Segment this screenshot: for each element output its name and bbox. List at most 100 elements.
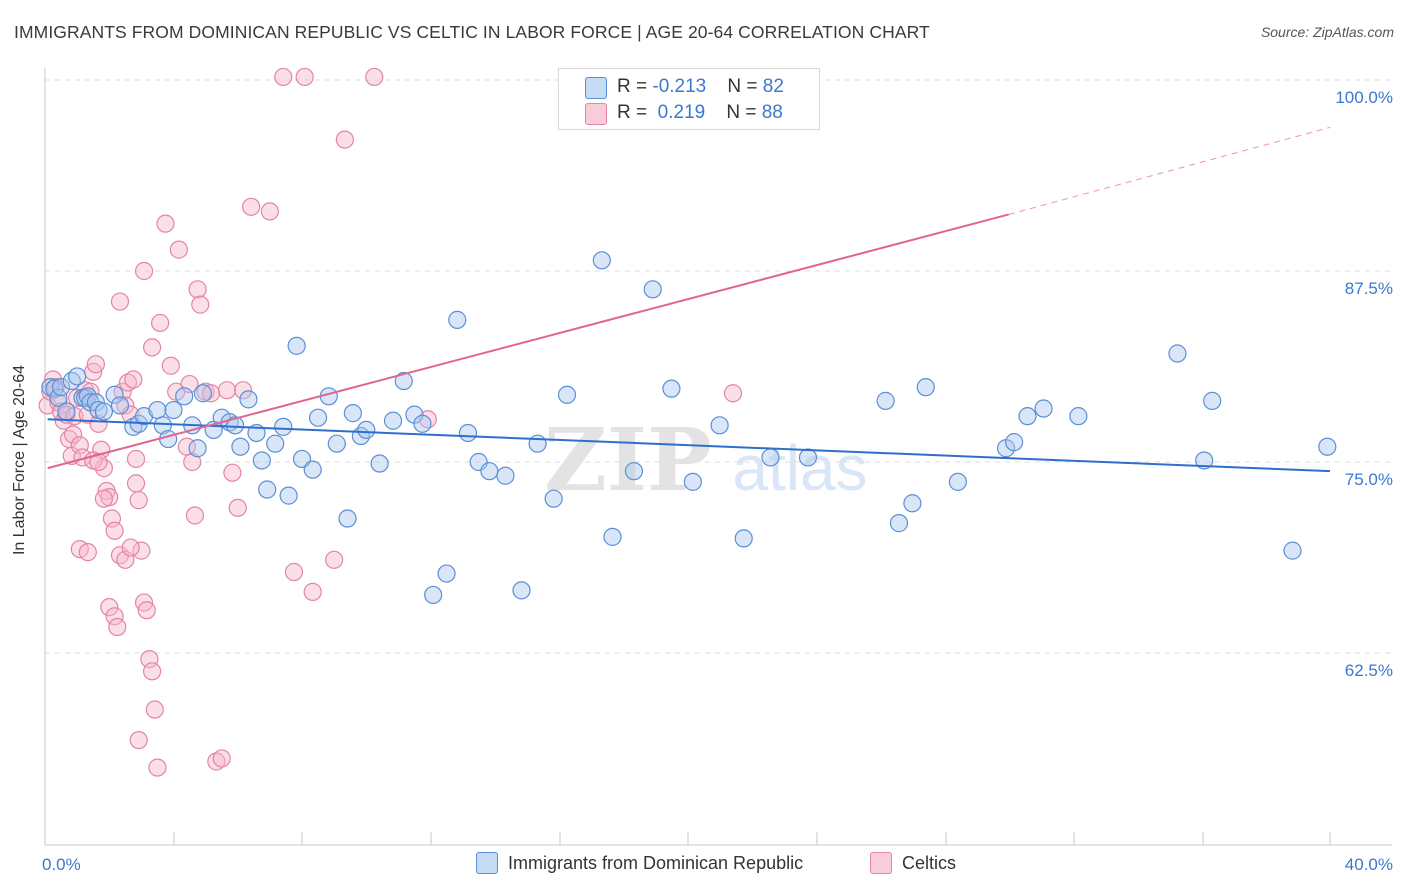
legend-r-value-2: 0.219 [652,102,706,123]
axes [44,68,1392,846]
dominican-point [134,407,154,426]
dominican-point [1069,407,1088,426]
dominican-point [148,400,167,420]
dominican-point [45,379,64,398]
celtics-point [118,373,138,392]
y-tick-label-3: 100.0% [1335,88,1393,107]
bottom-legend-label-dominican: Immigrants from Dominican Republic [508,853,804,873]
dominican-point [528,434,547,453]
trendlines [47,126,1331,473]
celtics-point [169,240,188,259]
celtics-point [105,521,124,540]
dominican-point [544,489,563,508]
dominican-point [1203,391,1222,410]
celtics-point [100,598,119,617]
dominican-point [252,451,271,470]
celtics-point [78,543,97,562]
dominican-point [496,466,515,485]
dominican-point [798,448,818,467]
dominican-point [338,509,357,528]
dominican-point [225,416,245,435]
dominican-point [916,378,935,397]
celtics-point [89,452,108,472]
dominican-point [876,391,895,410]
celtics-point [242,197,261,216]
dominican-point [662,379,681,398]
celtics-point [142,338,162,357]
dominican-point [164,400,183,420]
dominican-point [394,371,413,391]
dominican-point [343,404,362,423]
celtics-point [303,582,322,601]
celtics-point [325,550,344,569]
dominican-point [266,434,285,453]
celtics-point [108,617,127,637]
legend-n-value-1: 82 [762,76,784,97]
dominican-points [41,251,1337,605]
dominican-point [437,564,456,583]
dominican-point [1168,344,1187,363]
dominican-point [683,472,702,491]
watermark-zip: ZIP [544,410,712,511]
dominican-point [357,420,376,440]
bottom-legend-label-celtics: Celtics [902,853,957,873]
legend-r-value-1: -0.213 [652,76,707,97]
legend-swatch-pink [585,103,607,125]
celtics-trendline-solid [47,213,1010,470]
correlation-legend: R = -0.213 N = 82 R = 0.219 N = 88 [558,68,820,130]
dominican-point [710,416,729,435]
celtics-point [207,752,226,771]
dominican-point [1018,407,1037,426]
celtics-point [134,261,154,281]
y-tick-label-2: 87.5% [1345,279,1393,298]
dominican-point [761,448,780,467]
celtics-point [188,280,207,299]
dominican-point [51,378,71,397]
celtics-point [223,463,242,482]
dominican-point [383,411,403,430]
dominican-point [327,434,346,453]
celtics-point [191,295,210,314]
dominican-point [175,387,194,406]
dominican-point [68,367,87,386]
dominican-point [303,460,322,479]
celtics-points [38,67,743,777]
x-tick-label-1: 40.0% [1345,855,1393,874]
celtics-point [110,292,130,311]
celtics-point [105,607,124,626]
y-tick-label-1: 75.0% [1345,470,1393,489]
celtics-point [132,541,151,560]
celtics-point [161,356,180,375]
dominican-point [239,390,258,409]
dominican-point [903,494,922,513]
dominican-point [592,251,611,270]
legend-n-label-1: N = [727,76,763,97]
celtics-point [126,474,146,493]
celtics-point [145,700,164,719]
x-tick-label-0: 0.0% [42,855,81,874]
bottom-legend-swatch-pink [870,852,892,874]
dominican-point [1318,437,1337,456]
legend-r-label-1: R = [617,76,653,97]
bottom-legend-swatch-blue [476,852,498,874]
dominican-point [287,336,306,355]
watermark: ZIP atlas [544,410,867,511]
celtics-point [86,355,105,374]
legend-n-value-2: 88 [761,102,783,123]
dominican-point [258,480,277,499]
dominican-point [110,396,130,415]
dominican-point [413,414,432,433]
watermark-atlas: atlas [732,432,867,504]
dominican-point [624,462,644,481]
gridlines [45,79,1392,654]
dominican-point [1195,451,1214,470]
dominican-point [948,472,967,491]
celtics-point [64,425,83,444]
y-axis-label: In Labor Force | Age 20-64 [11,364,28,556]
dominican-point [1005,433,1024,452]
legend-r-label-2: R = [617,102,653,123]
celtics-point [142,662,162,681]
legend-n-label-2: N = [726,102,762,123]
dominican-point [512,581,531,600]
